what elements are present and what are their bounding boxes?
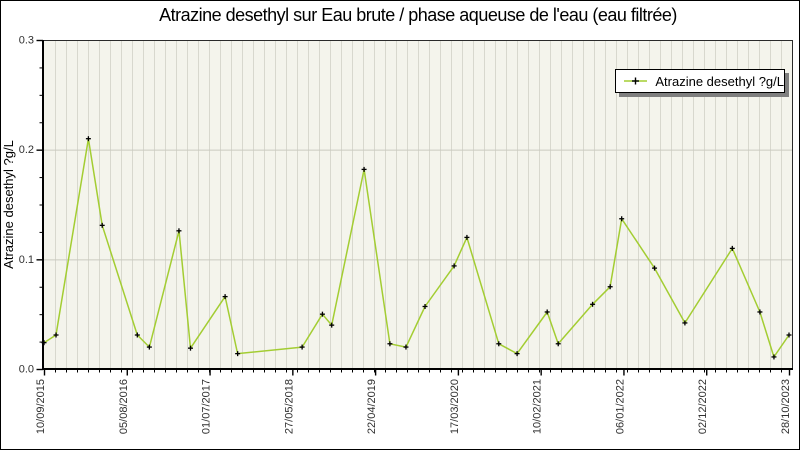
y-tick-label: 0.0: [19, 364, 34, 376]
x-tick-label: 06/01/2022: [614, 379, 626, 434]
x-tick-label: 10/02/2021: [532, 379, 544, 434]
x-tick-label: 27/05/2018: [283, 379, 295, 434]
x-tick-label: 10/09/2015: [35, 379, 47, 434]
series-line: [43, 137, 790, 358]
x-tick-label: 17/03/2020: [449, 379, 461, 434]
y-tick-label: 0.1: [19, 254, 34, 266]
chart-title: Atrazine desethyl sur Eau brute / phase …: [159, 5, 677, 25]
x-tick-label: 22/04/2019: [366, 379, 378, 434]
x-tick-label: 02/12/2022: [697, 379, 709, 434]
y-tick-label: 0.3: [19, 35, 34, 47]
x-tick-label: 05/08/2016: [118, 379, 130, 434]
x-tick-label: 28/10/2023: [780, 379, 792, 434]
y-tick-label: 0.2: [19, 144, 34, 156]
x-tick-label: 01/07/2017: [201, 379, 213, 434]
y-axis-label: Atrazine desethyl ?g/L: [1, 140, 16, 269]
legend: Atrazine desethyl ?g/L: [615, 69, 785, 93]
legend-marker-icon: [624, 77, 647, 85]
legend-label: Atrazine desethyl ?g/L: [655, 73, 784, 89]
